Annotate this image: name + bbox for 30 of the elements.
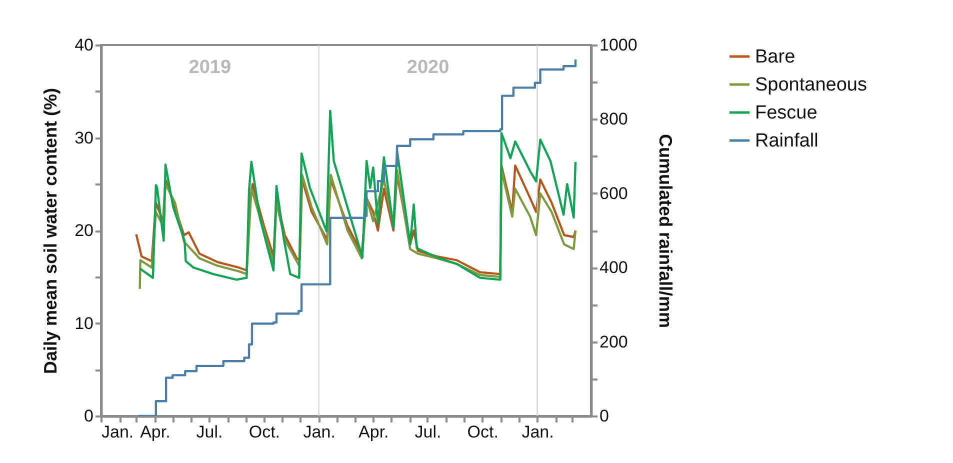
line-series	[138, 110, 577, 281]
y-tick-label: 40	[74, 36, 94, 54]
x-tick-label: Jan.	[303, 422, 336, 442]
x-tick-label: Apr.	[140, 422, 170, 442]
legend-label: Bare	[755, 46, 796, 68]
line-series	[138, 169, 577, 290]
y2-tick-label: 400	[600, 258, 628, 278]
y2-tick-label: 600	[600, 184, 628, 203]
x-tick-label: Jan.	[522, 422, 554, 442]
x-tick-label: Oct.	[248, 422, 280, 442]
y2-tick-label: 1000	[600, 36, 638, 54]
x-tick-label: Jan.	[102, 422, 134, 442]
annotation: 2019	[188, 57, 232, 78]
y-tick-label: 10	[74, 314, 94, 333]
legend-label: Rainfall	[755, 130, 818, 152]
y2-axis-title: Cumulated rainfall/mm	[655, 134, 676, 328]
x-tick-label: Jul.	[196, 422, 223, 442]
y2-tick-label: 800	[600, 110, 628, 129]
y2-tick-label: 0	[600, 406, 609, 426]
annotation: 2020	[406, 57, 450, 78]
y-tick-label: 0	[84, 406, 94, 426]
y-tick-label: 30	[74, 128, 94, 148]
x-tick-label: Jul.	[414, 422, 442, 442]
y-axis-title: Daily mean soil water content (%)	[40, 88, 61, 374]
x-tick-label: Oct.	[467, 422, 498, 442]
legend-label: Fescue	[755, 102, 818, 124]
legend-label: Spontaneous	[755, 74, 867, 96]
x-tick-label: Apr.	[358, 422, 389, 442]
y-tick-label: 20	[74, 221, 94, 240]
y2-tick-label: 200	[600, 332, 628, 352]
